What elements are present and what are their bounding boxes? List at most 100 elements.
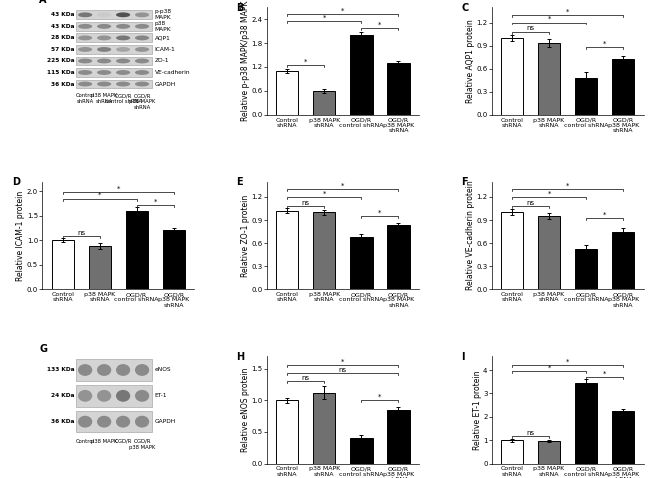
Ellipse shape xyxy=(78,24,92,29)
Text: ns: ns xyxy=(526,430,534,435)
Bar xyxy=(75,411,151,433)
Ellipse shape xyxy=(97,58,111,64)
Ellipse shape xyxy=(97,390,111,402)
Ellipse shape xyxy=(97,35,111,40)
Ellipse shape xyxy=(135,24,150,29)
Text: 36 KDa: 36 KDa xyxy=(51,82,74,87)
Text: p-p38
MAPK: p-p38 MAPK xyxy=(155,10,172,20)
Text: 43 KDa: 43 KDa xyxy=(51,12,74,17)
Bar xyxy=(75,68,151,77)
Bar xyxy=(313,212,335,289)
Bar xyxy=(75,56,151,65)
Text: *: * xyxy=(378,22,382,27)
Ellipse shape xyxy=(78,416,92,428)
Text: 133 KDa: 133 KDa xyxy=(47,368,74,372)
Text: *: * xyxy=(603,41,606,47)
Bar xyxy=(612,231,634,289)
Text: *: * xyxy=(98,192,101,198)
Ellipse shape xyxy=(135,47,150,52)
Ellipse shape xyxy=(116,58,130,64)
Text: E: E xyxy=(237,177,243,187)
Text: *: * xyxy=(547,190,551,196)
Text: 43 KDa: 43 KDa xyxy=(51,24,74,29)
Bar xyxy=(350,438,372,464)
Ellipse shape xyxy=(135,82,150,87)
Ellipse shape xyxy=(116,82,130,87)
Ellipse shape xyxy=(116,35,130,40)
Y-axis label: Relative AQP1 protein: Relative AQP1 protein xyxy=(466,19,475,103)
Text: *: * xyxy=(322,15,326,21)
Bar xyxy=(612,411,634,464)
Ellipse shape xyxy=(78,58,92,64)
Text: p38
MAPK: p38 MAPK xyxy=(155,21,171,32)
Ellipse shape xyxy=(135,416,150,428)
Text: G: G xyxy=(39,344,47,354)
Text: *: * xyxy=(322,190,326,196)
Ellipse shape xyxy=(135,35,150,40)
Y-axis label: Relative VE-cadherin protein: Relative VE-cadherin protein xyxy=(466,181,475,290)
Text: 28 KDa: 28 KDa xyxy=(51,35,74,41)
Text: ns: ns xyxy=(77,230,85,236)
Ellipse shape xyxy=(135,390,150,402)
Text: ET-1: ET-1 xyxy=(155,393,167,398)
Text: *: * xyxy=(304,58,307,65)
Ellipse shape xyxy=(97,416,111,428)
Bar xyxy=(387,226,410,289)
Text: GAPDH: GAPDH xyxy=(155,82,176,87)
Y-axis label: Relative ZO-1 protein: Relative ZO-1 protein xyxy=(241,194,250,277)
Bar xyxy=(75,33,151,43)
Y-axis label: Relative ICAM-1 protein: Relative ICAM-1 protein xyxy=(16,190,25,281)
Bar xyxy=(575,78,597,115)
Text: *: * xyxy=(547,16,551,22)
Ellipse shape xyxy=(78,390,92,402)
Text: *: * xyxy=(566,358,569,364)
Ellipse shape xyxy=(116,390,130,402)
Text: *: * xyxy=(378,210,382,216)
Text: *: * xyxy=(341,358,344,364)
Bar xyxy=(501,38,523,115)
Ellipse shape xyxy=(116,24,130,29)
Text: ns: ns xyxy=(302,200,310,206)
Text: ICAM-1: ICAM-1 xyxy=(155,47,176,52)
Bar xyxy=(75,80,151,88)
Y-axis label: Relative p-p38 MAPK/p38 MAPK: Relative p-p38 MAPK/p38 MAPK xyxy=(241,1,250,121)
Bar xyxy=(75,385,151,407)
Ellipse shape xyxy=(97,70,111,75)
Ellipse shape xyxy=(78,47,92,52)
Ellipse shape xyxy=(78,35,92,40)
Text: 225 KDa: 225 KDa xyxy=(47,58,74,64)
Text: OGD/R
control shRNA: OGD/R control shRNA xyxy=(105,93,142,104)
Ellipse shape xyxy=(97,12,111,17)
Text: C: C xyxy=(462,3,469,13)
Ellipse shape xyxy=(97,364,111,376)
Text: GAPDH: GAPDH xyxy=(155,419,176,424)
Text: Control: Control xyxy=(75,439,95,444)
Ellipse shape xyxy=(135,12,150,17)
Bar xyxy=(75,45,151,54)
Bar xyxy=(313,393,335,464)
Ellipse shape xyxy=(78,82,92,87)
Text: ns: ns xyxy=(526,25,534,31)
Text: 115 KDa: 115 KDa xyxy=(47,70,74,75)
Text: 24 KDa: 24 KDa xyxy=(51,393,74,398)
Text: *: * xyxy=(566,8,569,14)
Ellipse shape xyxy=(116,70,130,75)
Text: *: * xyxy=(547,365,551,370)
Ellipse shape xyxy=(97,47,111,52)
Ellipse shape xyxy=(135,70,150,75)
Bar xyxy=(75,11,151,19)
Ellipse shape xyxy=(116,364,130,376)
Bar xyxy=(350,35,372,115)
Ellipse shape xyxy=(78,12,92,17)
Text: I: I xyxy=(462,352,465,362)
Bar xyxy=(501,440,523,464)
Bar xyxy=(276,211,298,289)
Text: *: * xyxy=(341,8,344,14)
Ellipse shape xyxy=(116,416,130,428)
Ellipse shape xyxy=(135,58,150,64)
Ellipse shape xyxy=(78,364,92,376)
Ellipse shape xyxy=(116,12,130,17)
Bar xyxy=(313,91,335,115)
Text: B: B xyxy=(237,3,244,13)
Bar xyxy=(575,383,597,464)
